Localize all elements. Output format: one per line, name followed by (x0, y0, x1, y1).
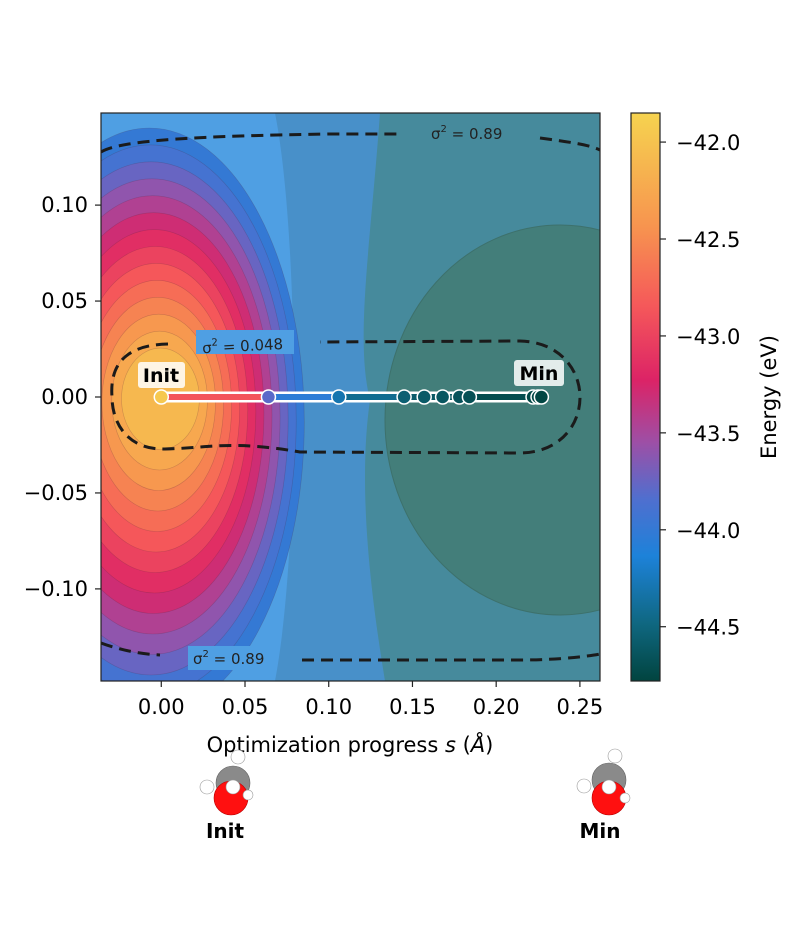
energy-level-band (384, 224, 600, 616)
colorbar-ticks: −42.0 −42.5 −43.0 −43.5 −44.0 −44.5 (660, 131, 740, 640)
y-axis: 0.10 0.05 0.00 −0.05 −0.10 (24, 193, 101, 601)
y-tick-label: −0.10 (24, 577, 88, 601)
contour-label-bg (188, 646, 274, 670)
init-label-box (138, 362, 185, 388)
colorbar: −42.0 −42.5 −43.0 −43.5 −44.0 −44.5 Energy (e… (630, 112, 781, 682)
path-point (260, 389, 277, 405)
energy-surface (101, 113, 600, 681)
path-point (396, 389, 412, 405)
x-tick-label: 0.25 (557, 695, 604, 719)
contour-label-sigma-089-bottom: σ2 = 0.89 (193, 649, 264, 668)
energy-contour-plot: σ2 = 0.048 σ2 = 0.89 σ2 = 0.89 Init Min (100, 112, 601, 682)
contour-label-sigma-0048: σ2 = 0.048 (202, 334, 284, 357)
uncertainty-contours (101, 132, 600, 662)
hydrogen-atom-icon (199, 779, 215, 795)
colorbar-tick-label: −43.0 (676, 325, 740, 349)
molecule-init-label: Init (206, 819, 245, 843)
min-label-box (514, 360, 564, 386)
colorbar-tick-label: −42.0 (676, 131, 740, 155)
min-path-label: Min (520, 363, 559, 385)
molecule-min-label: Min (580, 819, 621, 843)
molecule-init: Init (199, 749, 254, 843)
colorbar-tick-label: −44.0 (676, 519, 740, 543)
hydrogen-atom-icon (601, 779, 617, 795)
x-tick-label: 0.15 (389, 695, 436, 719)
contour-label-sigma-089-top: σ2 = 0.89 (431, 124, 502, 143)
path-point (331, 389, 347, 405)
x-tick-label: 0.10 (305, 695, 352, 719)
hydrogen-atom-icon (576, 778, 592, 794)
sigma-contour-0048 (110, 339, 582, 455)
path-point (461, 389, 478, 405)
path-point (416, 389, 432, 405)
colorbar-label: Energy (eV) (757, 335, 781, 459)
molecule-min: Min (576, 748, 631, 843)
y-tick-label: 0.00 (41, 385, 88, 409)
path-point (153, 389, 170, 405)
x-tick-label: 0.20 (473, 695, 520, 719)
sigma-contour-089 (539, 136, 600, 152)
x-tick-label: 0.05 (222, 695, 269, 719)
colorbar-gradient (630, 112, 661, 682)
hydrogen-atom-icon (242, 789, 254, 801)
colorbar-tick-label: −43.5 (676, 422, 740, 446)
colorbar-tick-label: −42.5 (676, 228, 740, 252)
sigma-contour-089 (302, 652, 600, 662)
colorbar-tick-label: −44.5 (676, 616, 740, 640)
optimization-path (153, 389, 550, 405)
x-tick-label: 0.00 (138, 695, 185, 719)
hydrogen-atom-icon (225, 779, 241, 795)
y-tick-label: 0.10 (41, 193, 88, 217)
y-tick-label: −0.05 (24, 481, 88, 505)
y-tick-label: 0.05 (41, 289, 88, 313)
contour-label-bg (426, 120, 512, 144)
x-axis-label: Optimization progress s (Å) (207, 731, 494, 757)
x-axis: 0.00 0.05 0.10 0.15 0.20 0.25 (138, 681, 603, 719)
init-path-label: Init (143, 365, 179, 387)
path-point (533, 389, 550, 405)
sigma-contour-089 (101, 641, 161, 657)
hydrogen-atom-icon (607, 748, 623, 764)
contour-label-bg (196, 330, 294, 354)
sigma-contour-089 (101, 132, 398, 154)
hydrogen-atom-icon (230, 749, 246, 765)
path-point (434, 389, 451, 405)
hydrogen-atom-icon (619, 792, 631, 804)
